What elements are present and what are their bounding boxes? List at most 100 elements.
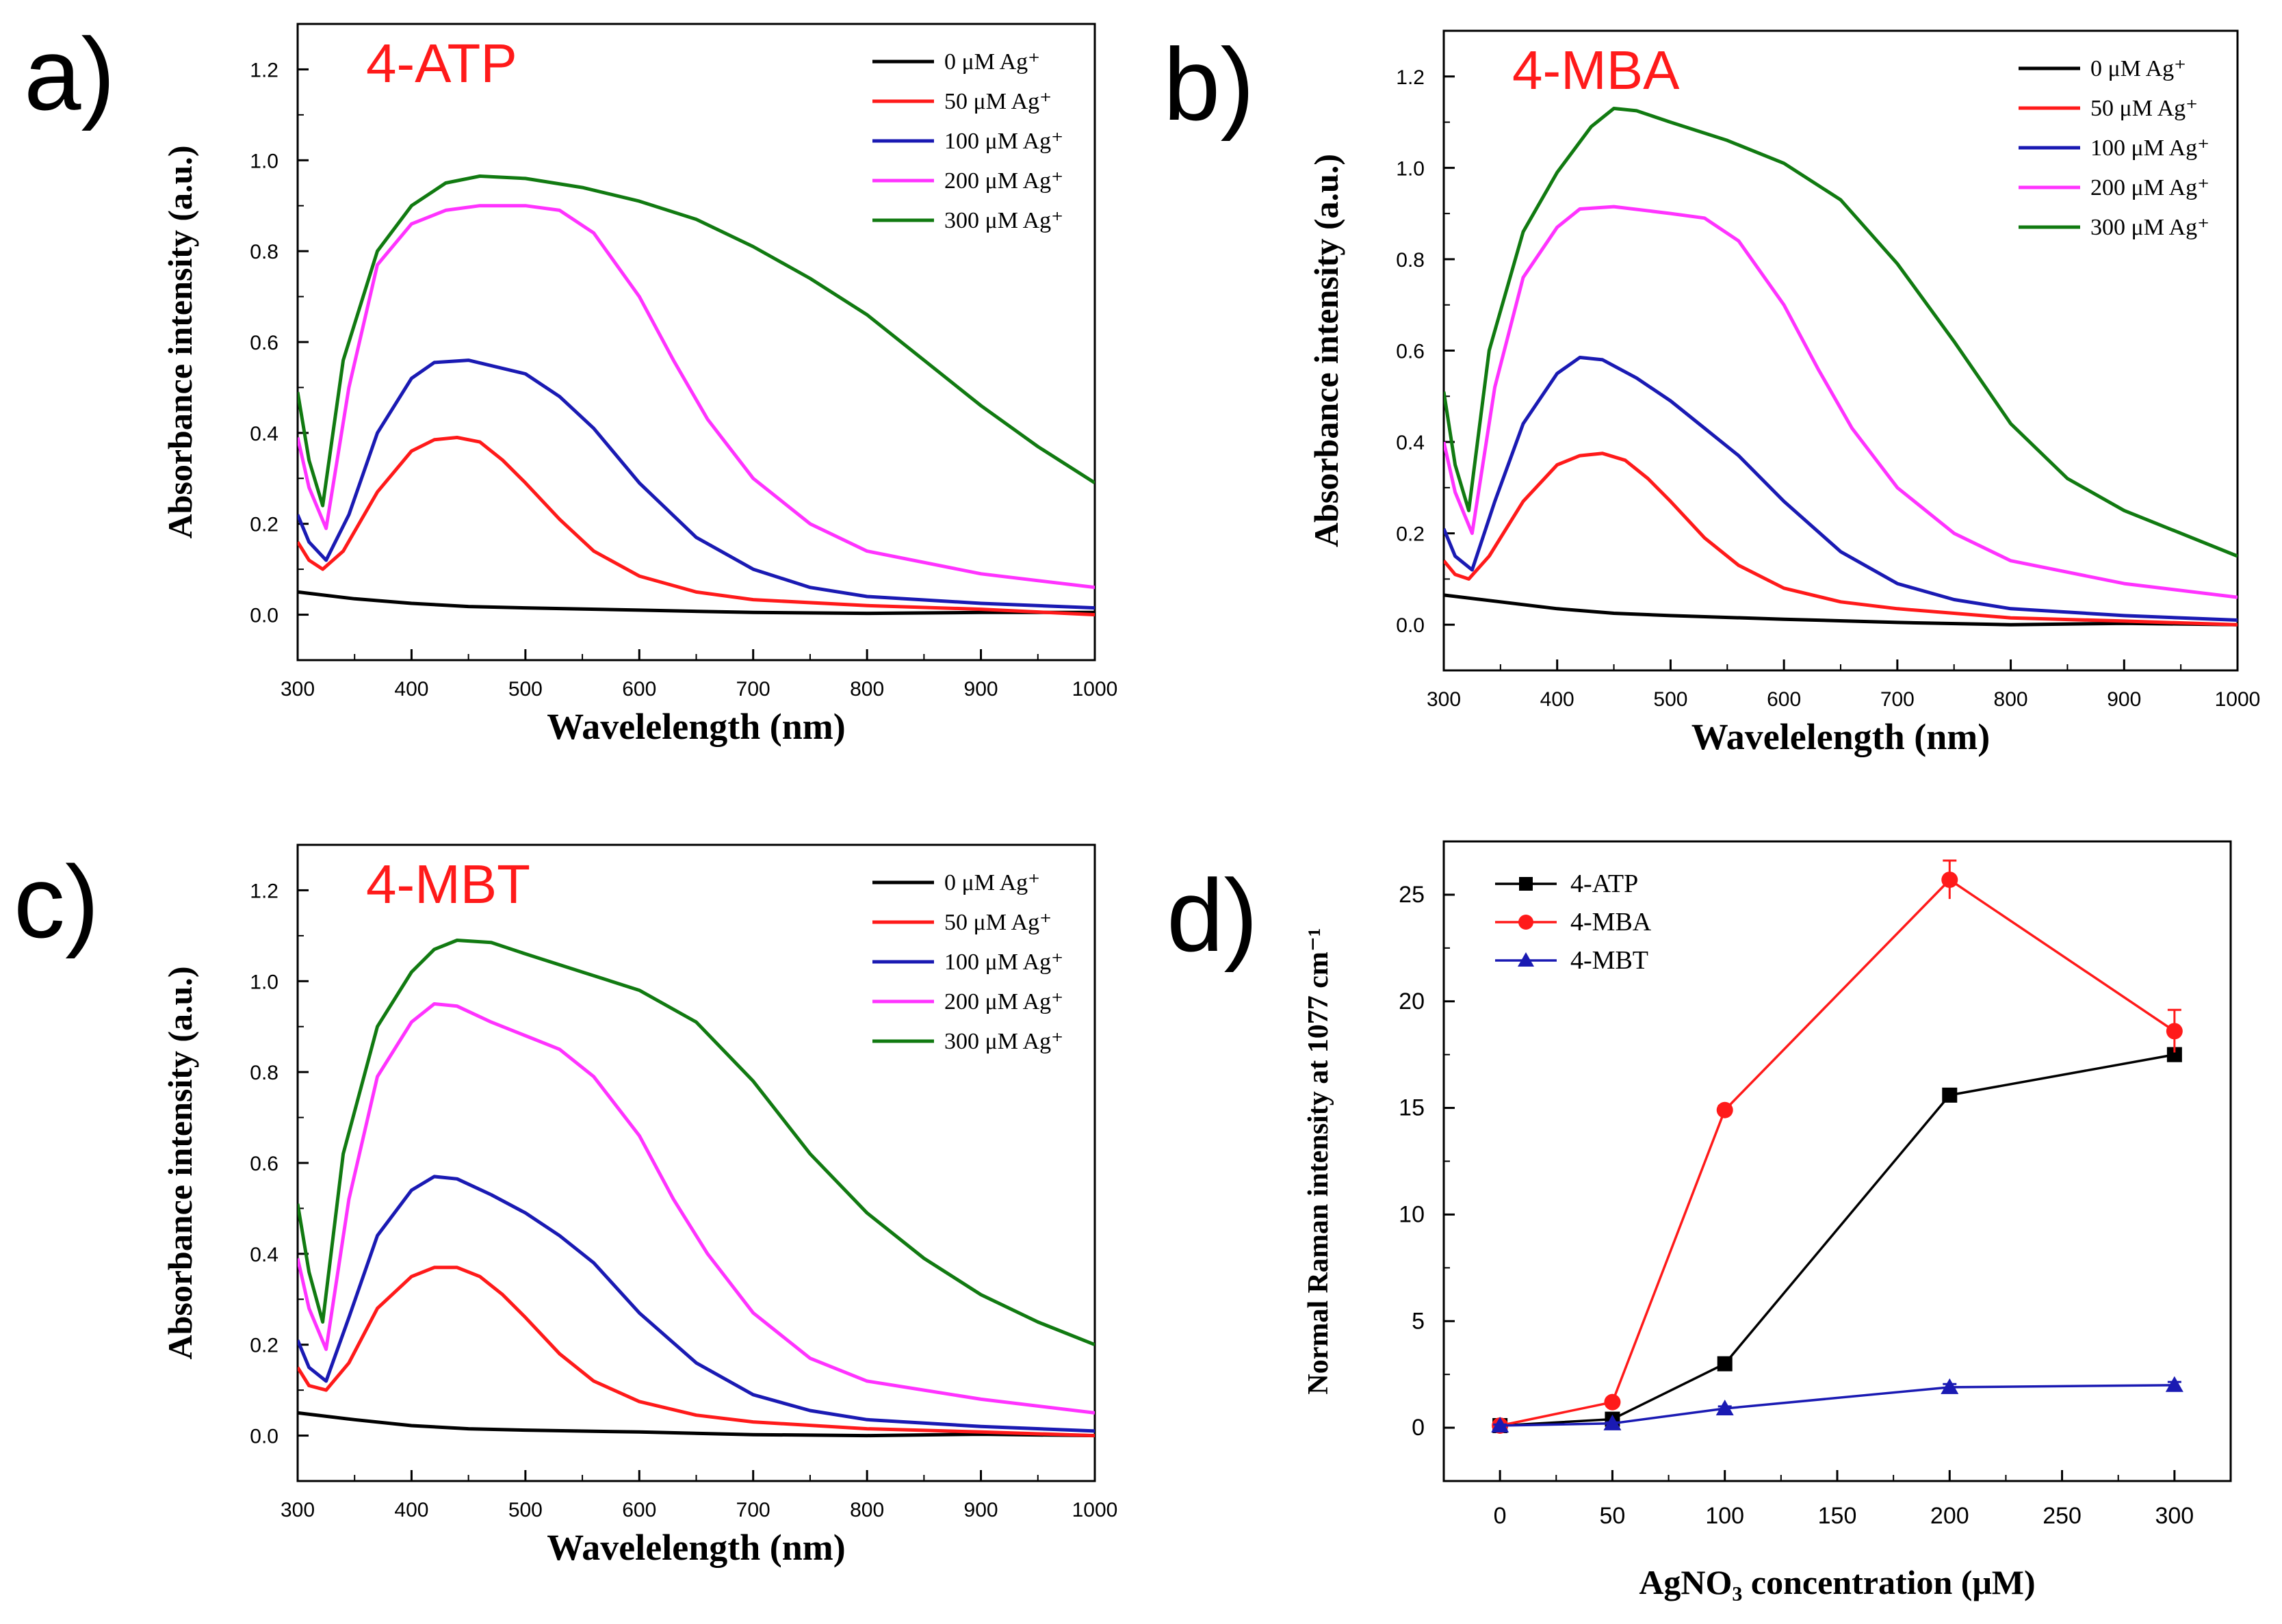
y-tick-label: 25 [1399, 882, 1425, 908]
x-tick-label: 300 [1427, 688, 1461, 711]
y-tick-label: 0.2 [1396, 523, 1425, 546]
y-axis-label: Absorbance intensity (a.u.) [161, 145, 199, 538]
legend-label: 300 μM Ag⁺ [944, 1029, 1063, 1054]
x-tick-label: 50 [1600, 1503, 1626, 1529]
y-tick-label: 1.2 [250, 59, 278, 81]
x-tick-label: 700 [1880, 688, 1915, 711]
legend-label: 100 μM Ag⁺ [944, 129, 1063, 154]
chart-title: 4-MBA [1512, 40, 1680, 101]
data-point-square [1717, 1356, 1733, 1372]
legend-label: 0 μM Ag⁺ [2090, 56, 2186, 81]
chart-panel-b-4mba: 300 400 500 600 700 800 900 1000 0.0 0.2 0.4 0.6 0.8… [1307, 29, 2261, 757]
data-point-square [2166, 1047, 2182, 1062]
series-line-1 [298, 1266, 1095, 1438]
legend-label: 100 μM Ag⁺ [944, 949, 1063, 975]
series-line-3 [1444, 205, 2238, 599]
data-point-triangle [1491, 1416, 1509, 1432]
y-tick-label: 15 [1399, 1095, 1425, 1121]
y-tick-label: 1.2 [250, 880, 278, 902]
y-tick-label: 1.0 [250, 150, 278, 172]
x-tick-label: 150 [1818, 1503, 1857, 1529]
legend-label: 4-MBA [1570, 908, 1652, 937]
series-line-0 [298, 1411, 1095, 1438]
x-axis-label: Wavelelength (nm) [547, 706, 845, 747]
y-tick-label: 0.2 [250, 1335, 278, 1357]
chart-panel-a-4atp: 300 400 500 600 700 800 900 1000 0.0 0.2 0.4 0.6 0.8… [161, 23, 1118, 747]
legend-label: 4-MBT [1570, 946, 1648, 975]
panel-label-a: a) [24, 16, 115, 131]
x-axis-label: Wavelelength (nm) [547, 1527, 845, 1568]
y-tick-label: 1.0 [1396, 157, 1425, 180]
x-tick-label: 700 [736, 1499, 770, 1521]
x-tick-label: 300 [2155, 1503, 2194, 1529]
x-tick-label: 600 [1767, 688, 1801, 711]
x-axis-label: AgNO₃ concentration (μM) [1639, 1563, 2035, 1601]
series-line-1 [1444, 451, 2238, 627]
x-tick-label: 1000 [1072, 678, 1118, 700]
y-tick-label: 0.0 [250, 605, 278, 627]
chart-title: 4-MBT [366, 854, 530, 915]
x-tick-label: 900 [2107, 688, 2141, 711]
legend-label: 0 μM Ag⁺ [944, 870, 1040, 895]
legend-label: 100 μM Ag⁺ [2090, 135, 2209, 161]
y-tick-label: 1.2 [1396, 66, 1425, 89]
y-tick-label: 0.6 [250, 332, 278, 354]
legend-marker [1518, 952, 1534, 967]
series-line-4 [1444, 107, 2238, 558]
legend-label: 50 μM Ag⁺ [2090, 96, 2198, 121]
x-tick-label: 900 [964, 1499, 998, 1521]
y-axis-label: Absorbance intensity (a.u.) [161, 966, 199, 1359]
x-tick-label: 800 [850, 678, 884, 700]
legend-label: 200 μM Ag⁺ [944, 989, 1063, 1014]
series-line-3 [298, 1002, 1095, 1415]
series-line-2 [298, 358, 1095, 610]
series-line-0 [1500, 1053, 2175, 1427]
legend-marker [1518, 915, 1533, 930]
plot-frame [296, 23, 1096, 662]
y-axis-label: Normal Raman intensity at 1077 cm⁻¹ [1303, 928, 1334, 1394]
x-tick-label: 800 [850, 1499, 884, 1521]
data-point-circle [1716, 1101, 1733, 1118]
y-tick-label: 0.4 [1396, 432, 1425, 454]
y-tick-label: 0.0 [250, 1426, 278, 1448]
legend-label: 300 μM Ag⁺ [2090, 215, 2209, 240]
series-line-2 [298, 1175, 1095, 1433]
y-tick-label: 0 [1412, 1415, 1425, 1441]
x-tick-label: 400 [394, 1499, 428, 1521]
x-tick-label: 300 [281, 678, 315, 700]
x-tick-label: 500 [508, 678, 543, 700]
data-point-triangle [1715, 1400, 1734, 1416]
y-tick-label: 0.4 [250, 1244, 278, 1266]
y-tick-label: 0.6 [250, 1153, 278, 1175]
series-line-0 [1444, 593, 2238, 627]
chart-panel-c-4mbt: 300 400 500 600 700 800 900 1000 0.0 0.2 0.4 0.6 0.8… [161, 843, 1117, 1568]
series-line-1 [298, 436, 1095, 617]
x-tick-label: 500 [1653, 688, 1687, 711]
data-point-square [1942, 1087, 1958, 1103]
legend-label: 200 μM Ag⁺ [2090, 175, 2209, 200]
series-line-4 [298, 174, 1095, 508]
series-line-4 [298, 939, 1095, 1347]
y-tick-label: 0.4 [250, 423, 278, 445]
x-tick-label: 100 [1705, 1503, 1744, 1529]
legend-label: 300 μM Ag⁺ [944, 208, 1063, 233]
data-point-triangle [1941, 1378, 1959, 1394]
series-line-2 [1444, 356, 2238, 622]
legend-label: 4-ATP [1570, 869, 1638, 898]
x-tick-label: 900 [964, 678, 998, 700]
data-point-circle [2166, 1023, 2183, 1040]
y-axis-label: Absorbance intensity (a.u.) [1307, 154, 1345, 547]
y-tick-label: 10 [1399, 1201, 1425, 1227]
y-tick-label: 0.2 [250, 514, 278, 536]
data-point-triangle [1603, 1414, 1622, 1430]
x-tick-label: 1000 [2215, 688, 2261, 711]
x-tick-label: 400 [1540, 688, 1574, 711]
y-tick-label: 5 [1412, 1308, 1425, 1334]
panel-label-b: b) [1163, 27, 1254, 142]
x-tick-label: 400 [394, 678, 428, 700]
y-tick-label: 0.6 [1396, 341, 1425, 363]
x-tick-label: 300 [281, 1499, 315, 1521]
data-point-circle [1941, 872, 1958, 889]
y-tick-label: 1.0 [250, 971, 278, 993]
